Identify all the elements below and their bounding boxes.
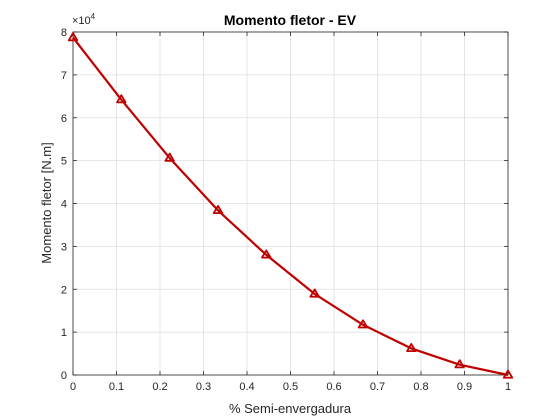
y-tick-label: 3 — [61, 241, 67, 253]
series-line — [72, 36, 509, 377]
y-axis-label: Momento fletor [N.m] — [39, 142, 54, 263]
x-axis-label: % Semi-envergadura — [229, 401, 352, 416]
data-point — [309, 288, 320, 298]
data-point — [502, 369, 514, 379]
x-tick-label: 0.1 — [109, 381, 124, 393]
x-tick-label: 0.3 — [196, 381, 211, 393]
x-tick-label: 0.9 — [457, 381, 472, 393]
y-tick-label: 4 — [61, 199, 67, 211]
data-point — [454, 359, 465, 369]
data-point — [116, 94, 127, 104]
data-point — [406, 342, 417, 353]
x-tick-label: 0.5 — [283, 381, 298, 393]
y-axis: 0 1 2 3 4 5 6 7 8 — [61, 27, 508, 382]
y-exponent-power: 4 — [91, 12, 96, 21]
x-tick-label: 0 — [70, 381, 76, 393]
grid — [72, 31, 509, 376]
data-point — [212, 204, 224, 215]
y-tick-label: 7 — [61, 70, 67, 82]
x-tick-label: 0.6 — [326, 381, 341, 393]
data-point — [357, 319, 369, 329]
chart-title: Momento fletor - EV — [224, 12, 357, 28]
y-tick-label: 2 — [61, 284, 67, 296]
y-tick-label: 6 — [61, 113, 67, 125]
x-tick-label: 1 — [505, 381, 511, 393]
x-tick-label: 0.2 — [152, 381, 167, 393]
x-tick-label: 0.4 — [239, 381, 254, 393]
y-exponent-base: ×10 — [72, 15, 91, 27]
x-tick-label: 0.8 — [413, 381, 428, 393]
data-point — [67, 32, 79, 42]
data-point — [164, 152, 175, 162]
y-tick-label: 8 — [61, 27, 67, 39]
data-point — [261, 249, 272, 259]
y-tick-label: 0 — [61, 370, 67, 382]
y-tick-label: 5 — [61, 156, 67, 168]
y-exponent: ×104 — [72, 12, 96, 27]
series-group — [67, 32, 514, 379]
x-tick-label: 0.7 — [370, 381, 385, 393]
y-tick-label: 1 — [61, 327, 67, 339]
